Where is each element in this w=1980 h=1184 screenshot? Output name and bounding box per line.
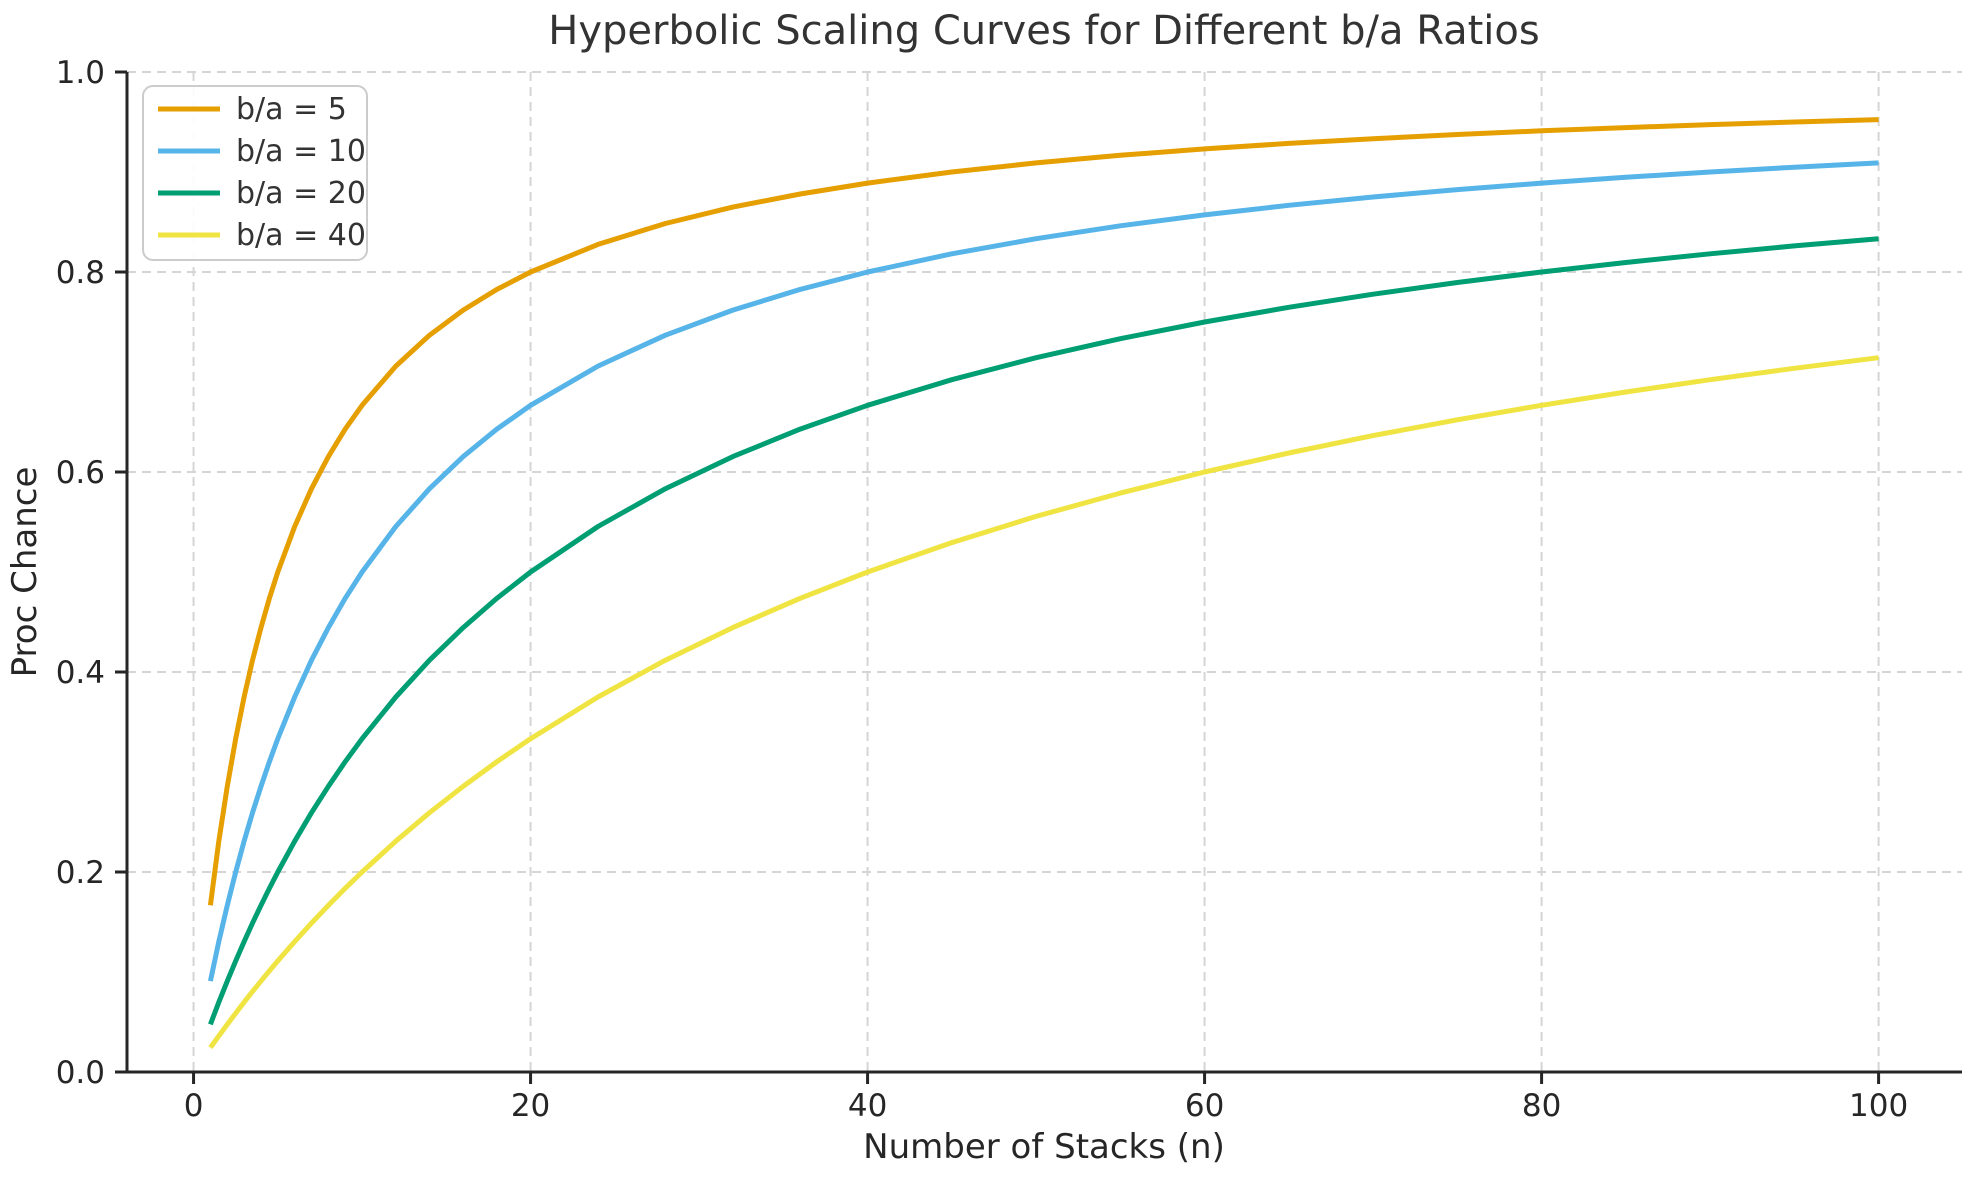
- series-line-b-a-20: [208, 236, 1879, 1026]
- legend-label: b/a = 5: [236, 92, 347, 127]
- x-tick-label: 20: [511, 1088, 550, 1124]
- y-tick-label: 0.6: [56, 455, 105, 491]
- legend-item: b/a = 20: [158, 176, 366, 211]
- y-tick-label: 0.2: [56, 855, 105, 891]
- series-line-b-a-10: [207, 160, 1879, 982]
- legend-label: b/a = 40: [236, 218, 366, 253]
- series-lines: [207, 117, 1879, 1050]
- x-tick-label: 80: [1522, 1088, 1561, 1124]
- chart-title: Hyperbolic Scaling Curves for Different …: [548, 8, 1539, 54]
- legend-item: b/a = 40: [158, 218, 366, 253]
- y-tick-label: 0.0: [56, 1055, 105, 1091]
- x-tick-label: 0: [184, 1088, 204, 1124]
- x-tick-label: 100: [1849, 1088, 1908, 1124]
- y-tick-label: 0.4: [56, 655, 105, 691]
- y-tick-label: 0.8: [56, 255, 105, 291]
- x-tick-label: 60: [1185, 1088, 1224, 1124]
- legend: b/a = 5 b/a = 10 b/a = 20 b/a = 40: [142, 85, 368, 261]
- x-axis-label: Number of Stacks (n): [863, 1127, 1225, 1167]
- gridlines: [127, 71, 1962, 1073]
- legend-label: b/a = 10: [236, 134, 366, 169]
- tick-labels: 0 20 40 60 80 100 0.0 0.2 0.4 0.6 0.8 1.0: [56, 55, 1908, 1124]
- x-tick-label: 40: [848, 1088, 887, 1124]
- y-axis-label: Proc Chance: [5, 467, 45, 678]
- legend-label: b/a = 20: [236, 176, 366, 211]
- legend-item: b/a = 5: [158, 92, 347, 127]
- series-line-b-a-5: [207, 117, 1879, 906]
- axes: [125, 72, 1962, 1074]
- legend-item: b/a = 10: [158, 134, 366, 169]
- legend-box: [142, 85, 368, 261]
- series-line-b-a-40: [208, 355, 1879, 1050]
- y-tick-label: 1.0: [56, 55, 105, 91]
